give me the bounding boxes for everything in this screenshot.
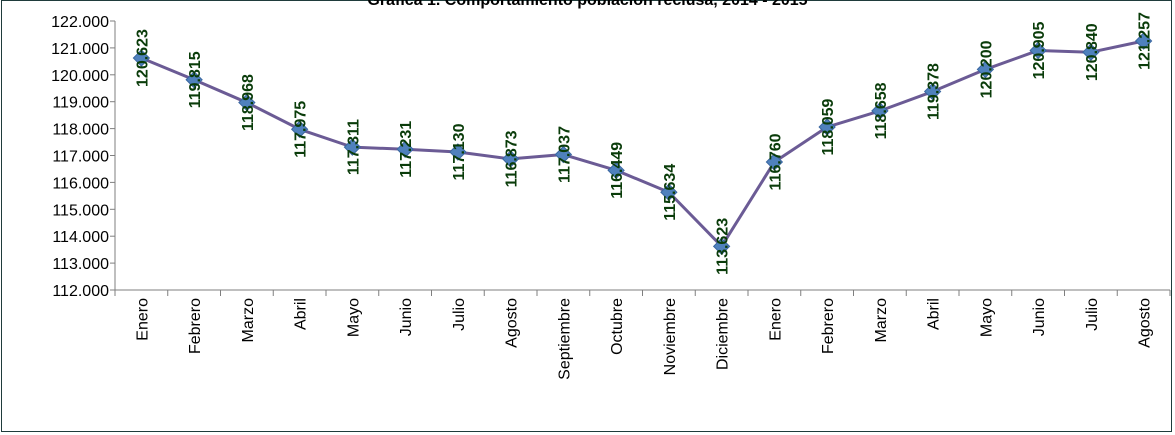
data-point-marker bbox=[871, 102, 889, 120]
data-point-marker bbox=[607, 161, 625, 180]
data-label: 118.968 bbox=[240, 74, 257, 131]
y-tick-label: 113.000 bbox=[52, 256, 109, 273]
y-tick-label: 120.000 bbox=[51, 68, 109, 85]
data-point-marker bbox=[554, 145, 573, 164]
x-tick-label: Marzo bbox=[873, 298, 890, 343]
data-label: 119.378 bbox=[926, 63, 943, 120]
data-label: 117.231 bbox=[398, 121, 415, 178]
x-tick-label: Enero bbox=[767, 298, 784, 341]
data-label: 120.200 bbox=[978, 40, 995, 98]
data-label: 117.037 bbox=[556, 126, 573, 183]
data-point-marker bbox=[923, 82, 942, 101]
x-tick-label: Diciembre bbox=[715, 298, 732, 370]
data-point-marker bbox=[396, 140, 414, 158]
data-point-marker bbox=[1029, 41, 1047, 60]
data-point-marker bbox=[660, 183, 678, 201]
data-label: 120.840 bbox=[1084, 23, 1101, 81]
data-point-marker bbox=[290, 120, 309, 138]
chart-title: Gráfica 1. Comportamiento población recl… bbox=[367, 0, 808, 9]
x-tick-label: Febrero bbox=[187, 298, 204, 354]
data-label: 116.873 bbox=[504, 130, 521, 187]
data-label: 117.975 bbox=[293, 101, 310, 158]
data-point-marker bbox=[1134, 32, 1153, 50]
data-label: 118.059 bbox=[820, 98, 837, 155]
x-tick-label: Septiembre bbox=[556, 298, 573, 380]
data-point-marker bbox=[449, 143, 467, 161]
x-tick-label: Enero bbox=[134, 298, 151, 341]
x-tick-label: Julio bbox=[451, 298, 468, 331]
data-point-marker bbox=[185, 71, 203, 89]
x-tick-label: Agosto bbox=[1137, 298, 1154, 348]
data-label: 121.257 bbox=[1137, 12, 1154, 70]
x-tick-label: Julio bbox=[1084, 298, 1101, 331]
y-tick-label: 121.000 bbox=[51, 41, 109, 58]
y-tick-label: 118.000 bbox=[52, 122, 109, 139]
data-label: 115.634 bbox=[662, 164, 679, 221]
data-label: 117.130 bbox=[451, 123, 468, 180]
data-point-marker bbox=[343, 138, 362, 156]
x-tick-label: Mayo bbox=[345, 298, 362, 337]
y-tick-label: 112.000 bbox=[52, 283, 109, 300]
y-tick-label: 115.000 bbox=[52, 202, 109, 219]
data-label: 116.760 bbox=[767, 133, 784, 190]
x-tick-label: Abril bbox=[926, 298, 943, 330]
x-tick-label: Abril bbox=[293, 298, 310, 330]
x-tick-label: Mayo bbox=[978, 298, 995, 337]
x-tick-label: Octubre bbox=[609, 298, 626, 355]
data-label: 120.623 bbox=[134, 29, 151, 87]
data-point-marker bbox=[976, 60, 995, 79]
data-label: 119.815 bbox=[187, 51, 204, 108]
x-tick-label: Noviembre bbox=[662, 298, 679, 375]
data-point-marker bbox=[132, 49, 151, 67]
series-line bbox=[140, 39, 1144, 248]
data-point-marker bbox=[1082, 43, 1100, 61]
data-point-marker bbox=[238, 93, 256, 112]
data-point-marker bbox=[501, 150, 520, 168]
y-tick-label: 122.000 bbox=[51, 14, 109, 31]
x-tick-label: Junio bbox=[1031, 298, 1048, 336]
y-tick-label: 119.000 bbox=[52, 95, 109, 112]
x-tick-label: Febrero bbox=[820, 298, 837, 354]
data-point-marker bbox=[818, 118, 836, 136]
x-tick-label: Junio bbox=[398, 298, 415, 336]
data-label: 116.449 bbox=[609, 142, 626, 199]
y-tick-label: 114.000 bbox=[52, 229, 109, 246]
data-label: 117.311 bbox=[345, 119, 362, 175]
data-label: 113.623 bbox=[715, 218, 732, 275]
data-point-marker bbox=[765, 153, 784, 171]
y-tick-label: 116.000 bbox=[52, 175, 109, 192]
data-point-marker bbox=[712, 237, 731, 256]
x-tick-label: Agosto bbox=[504, 298, 521, 348]
data-label: 118.658 bbox=[873, 82, 890, 139]
x-tick-label: Marzo bbox=[240, 298, 257, 343]
data-label: 120.905 bbox=[1031, 21, 1048, 79]
y-tick-label: 117.000 bbox=[52, 149, 109, 166]
